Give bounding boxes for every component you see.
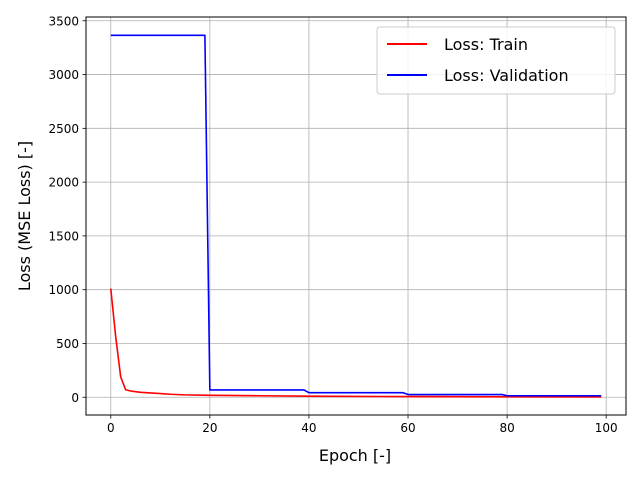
x-tick-label: 0 (107, 421, 115, 435)
x-axis-title: Epoch [-] (319, 446, 391, 465)
y-axis-title: Loss (MSE Loss) [-] (15, 141, 34, 291)
legend-label: Loss: Validation (444, 66, 569, 85)
y-tick-label: 1000 (48, 283, 79, 297)
y-tick-label: 3500 (48, 14, 79, 28)
grid-lines (86, 17, 626, 415)
x-tick-label: 100 (595, 421, 618, 435)
y-tick-label: 3000 (48, 68, 79, 82)
legend-box (376, 26, 616, 95)
y-tick-label: 0 (71, 391, 79, 405)
y-tick-label: 2000 (48, 176, 79, 190)
legend-label: Loss: Train (444, 35, 528, 54)
x-tick-label: 80 (499, 421, 514, 435)
train-loss-line (109, 288, 602, 398)
x-tick-label: 20 (202, 421, 217, 435)
validation-loss-line (110, 34, 602, 397)
y-tick-label: 500 (56, 337, 79, 351)
x-tick-label: 40 (301, 421, 316, 435)
x-tick-label: 60 (400, 421, 415, 435)
series-lines (109, 34, 602, 398)
plot-frame (85, 16, 627, 416)
y-tick-label: 1500 (48, 229, 79, 243)
legend: Loss: Train Loss: Validation (376, 26, 616, 95)
y-tick-label: 2500 (48, 122, 79, 136)
